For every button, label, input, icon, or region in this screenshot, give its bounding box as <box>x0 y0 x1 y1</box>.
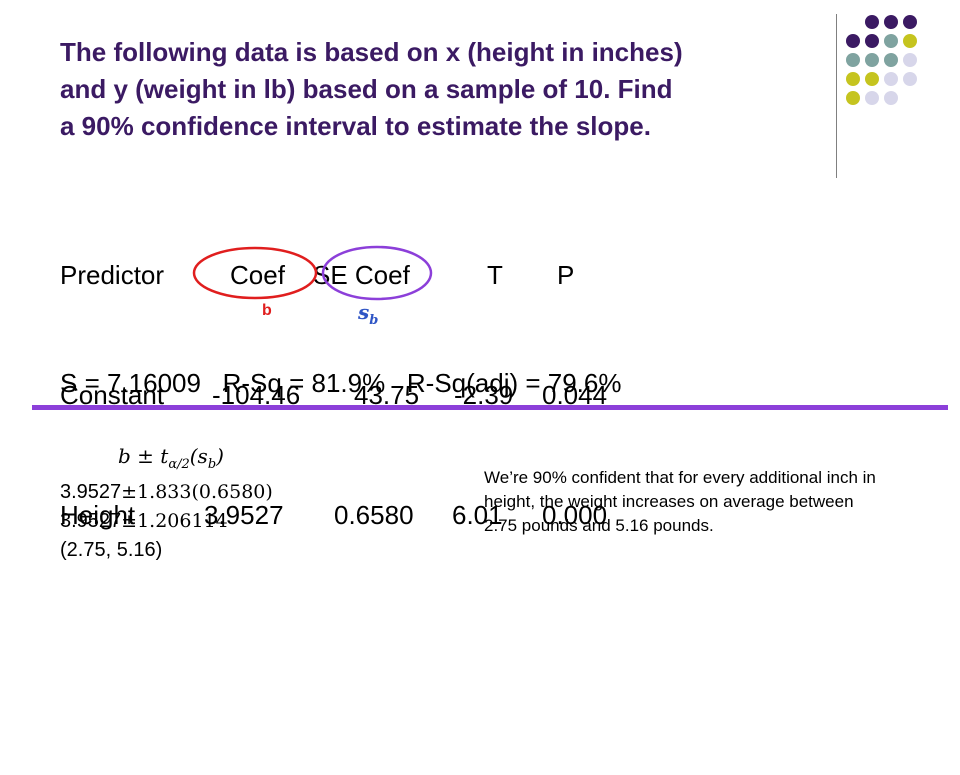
decorative-dot <box>884 15 898 29</box>
calc-line-1-value: 3.9527 <box>60 481 122 503</box>
header-p: P <box>557 260 575 290</box>
sb-label: sb <box>358 300 378 328</box>
title-line-3: a 90% confidence interval to estimate th… <box>60 111 651 141</box>
decorative-dot <box>846 91 860 105</box>
formula-suffix-sub: b <box>207 457 217 472</box>
decorative-dot <box>884 72 898 86</box>
table-row: Height 3.9527 0.6580 6.01 0.000 <box>60 495 607 535</box>
calc-line-2-value: 3.9527 <box>60 510 122 532</box>
row-height-t: 6.01 <box>452 500 503 530</box>
decorative-dot <box>884 91 898 105</box>
row-height-coef: 3.9527 <box>204 500 284 530</box>
decorative-dot <box>865 34 879 48</box>
title-line-1: The following data is based on x (height… <box>60 37 683 67</box>
decorative-vertical-line <box>836 14 837 178</box>
calc-line-3: (2.75, 5.16) <box>60 539 162 562</box>
decorative-dot <box>903 72 917 86</box>
confidence-interval-formula: b ± tα/2(sb) <box>118 444 224 472</box>
sb-label-sub: b <box>369 313 379 328</box>
header-se-coef: SE Coef <box>313 260 410 290</box>
calc-line-3-value: (2.75, 5.16) <box>60 539 163 561</box>
header-coef: Coef <box>230 260 285 290</box>
decorative-dot <box>865 72 879 86</box>
decorative-dot <box>884 53 898 67</box>
decorative-dot <box>846 72 860 86</box>
table-header-row: Predictor Coef SE Coef T P <box>60 255 574 295</box>
decorative-dot <box>846 34 860 48</box>
formula-subscript: α/2 <box>168 457 190 472</box>
formula-suffix: (s <box>189 444 208 468</box>
calc-line-2: 3.9527±1.206114 <box>60 510 228 533</box>
conclusion-text: We’re 90% confident that for every addit… <box>484 468 876 535</box>
formula-prefix: b ± t <box>118 444 169 468</box>
formula-close: ) <box>216 444 224 468</box>
model-summary-line: S = 7.16009 R-Sq = 81.9% R-Sq(adj) = 79.… <box>60 368 622 398</box>
slide-title: The following data is based on x (height… <box>60 34 830 145</box>
section-divider <box>32 405 948 410</box>
row-height-p: 0.000 <box>542 500 608 530</box>
header-predictor: Predictor <box>60 260 165 290</box>
calc-line-1-rest: ±1.833(0.6580) <box>121 481 273 503</box>
decorative-dot <box>865 15 879 29</box>
decorative-dot <box>903 34 917 48</box>
decorative-dot <box>884 34 898 48</box>
decorative-dot <box>865 53 879 67</box>
decorative-dot <box>865 91 879 105</box>
b-label: b <box>262 302 272 319</box>
title-line-2: and y (weight in lb) based on a sample o… <box>60 74 673 104</box>
calc-line-1: 3.9527±1.833(0.6580) <box>60 481 273 504</box>
calc-line-2-rest: ±1.206114 <box>121 510 228 532</box>
decorative-dot <box>903 15 917 29</box>
decorative-dot <box>846 53 860 67</box>
row-height-se-coef: 0.6580 <box>334 500 414 530</box>
sb-label-main: s <box>358 300 370 324</box>
decorative-dot-grid <box>846 15 917 105</box>
row-height-predictor: Height <box>60 500 136 530</box>
header-t: T <box>487 260 503 290</box>
decorative-dot <box>903 53 917 67</box>
